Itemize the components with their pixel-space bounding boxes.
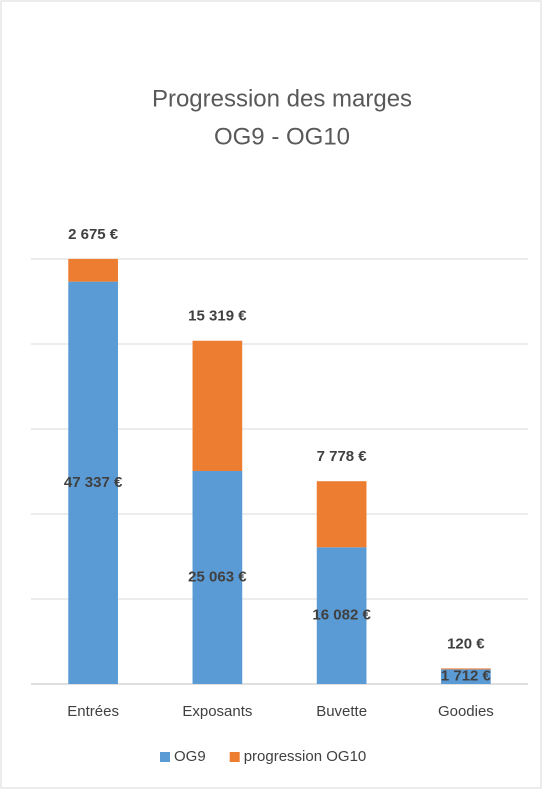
chart-title: OG9 - OG10: [214, 123, 350, 150]
bar-segment: [316, 547, 367, 684]
x-tick-label: Exposants: [182, 703, 252, 720]
bar-segment: [68, 258, 118, 282]
bar-segment: [192, 340, 243, 471]
bar-segment: [68, 281, 118, 684]
legend-label: progression OG10: [244, 748, 367, 765]
bar-segment: [441, 669, 491, 684]
data-label: 25 063 €: [188, 568, 247, 585]
data-label: 1 712 €: [441, 668, 492, 685]
data-label: 7 778 €: [317, 448, 368, 465]
data-label: 2 675 €: [68, 226, 119, 243]
bar-segment: [316, 481, 367, 548]
data-label: 47 337 €: [64, 474, 123, 491]
data-label: 16 082 €: [312, 607, 371, 624]
legend-swatch: [229, 752, 240, 762]
chart-title: Progression des marges: [152, 85, 412, 112]
x-tick-label: Buvette: [316, 703, 367, 720]
data-label: 15 319 €: [188, 308, 247, 325]
x-tick-label: Goodies: [438, 703, 494, 720]
bar-segment: [192, 470, 243, 684]
x-tick-label: Entrées: [67, 703, 119, 720]
bar-segment: [441, 668, 491, 670]
legend-label: OG9: [174, 748, 206, 765]
legend-swatch: [160, 752, 170, 762]
data-label: 120 €: [447, 635, 485, 652]
